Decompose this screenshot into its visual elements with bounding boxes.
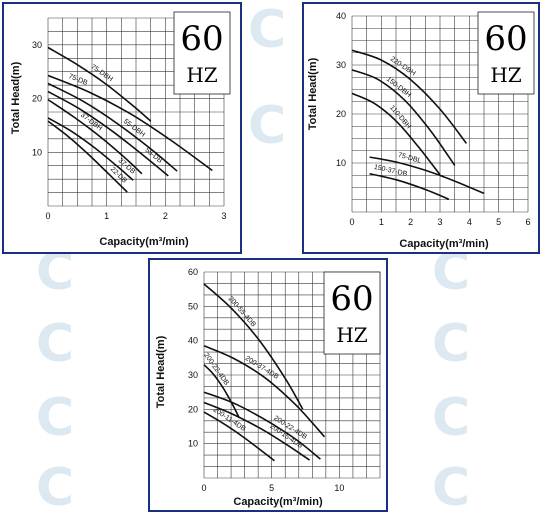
- x-ticks: 0 1 2 3: [45, 211, 226, 221]
- x-tick-label: 3: [437, 217, 442, 227]
- x-tick-label: 4: [467, 217, 472, 227]
- y-tick-label: 50: [188, 301, 198, 311]
- y-tick-label: 10: [188, 439, 198, 449]
- series-line: [47, 120, 128, 193]
- frequency-value: 60: [330, 279, 373, 319]
- y-ticks: 10 20 30: [32, 40, 42, 157]
- series-line: [351, 69, 456, 166]
- series-line: [47, 74, 213, 172]
- x-axis-label: Capacity(m³/min): [233, 496, 323, 508]
- x-tick-label: 0: [45, 211, 50, 221]
- y-tick-label: 20: [188, 404, 198, 414]
- watermark: С: [36, 242, 75, 302]
- frequency-box: [477, 11, 535, 95]
- watermark: С: [432, 314, 471, 374]
- chart-grid: [351, 15, 529, 213]
- y-tick-label: 30: [32, 40, 42, 50]
- y-tick-label: 30: [188, 370, 198, 380]
- y-tick-label: 40: [188, 336, 198, 346]
- series-line: [47, 117, 134, 181]
- frequency-value: 60: [180, 19, 223, 59]
- series-line: [369, 156, 485, 195]
- y-tick-label: 10: [32, 147, 42, 157]
- frequency-box: [323, 271, 381, 355]
- watermark: С: [36, 458, 75, 518]
- frequency-value: 60: [484, 19, 527, 59]
- series-line: [203, 401, 311, 461]
- y-tick-label: 10: [336, 158, 346, 168]
- series-line: [203, 364, 240, 419]
- x-tick-label: 2: [408, 217, 413, 227]
- frequency-unit: HZ: [336, 323, 367, 347]
- frequency-box: [173, 11, 231, 95]
- curves: [203, 283, 326, 462]
- series-line: [203, 411, 275, 462]
- curves: [351, 49, 485, 201]
- y-tick-label: 30: [336, 60, 346, 70]
- watermark: С: [432, 458, 471, 518]
- watermark: С: [36, 388, 75, 448]
- watermark: С: [248, 96, 287, 156]
- series-line: [47, 98, 143, 175]
- x-tick-label: 1: [104, 211, 109, 221]
- x-tick-label: 1: [379, 217, 384, 227]
- y-ticks: 10 20 30 40 50 60: [188, 267, 198, 449]
- series-line: [351, 49, 468, 144]
- series-line: [351, 92, 441, 176]
- series-line: [203, 391, 321, 460]
- y-axis-label: Total Head(m): [10, 61, 22, 134]
- y-axis-label: Total Head(m): [155, 335, 167, 408]
- x-axis-label: Capacity(m³/min): [399, 238, 489, 250]
- watermark: С: [432, 242, 471, 302]
- series-line: [369, 173, 450, 201]
- y-tick-label: 40: [336, 11, 346, 21]
- x-tick-label: 3: [221, 211, 226, 221]
- x-tick-label: 10: [334, 483, 344, 493]
- y-axis-label: Total Head(m): [307, 57, 319, 130]
- x-ticks: 0 1 2 3 4 5 6: [349, 217, 530, 227]
- series-line: [47, 46, 152, 122]
- series-line: [203, 283, 304, 410]
- x-tick-label: 2: [163, 211, 168, 221]
- x-tick-label: 0: [201, 483, 206, 493]
- watermark: С: [432, 388, 471, 448]
- y-tick-label: 20: [32, 94, 42, 104]
- x-tick-label: 0: [349, 217, 354, 227]
- x-ticks: 0 5 10: [201, 483, 344, 493]
- x-tick-label: 6: [525, 217, 530, 227]
- frequency-unit: HZ: [490, 63, 521, 87]
- series-line: [47, 82, 178, 172]
- series-line: [47, 90, 169, 177]
- x-axis-label: Capacity(m³/min): [99, 236, 189, 248]
- watermark: С: [36, 314, 75, 374]
- chart-grid: [47, 17, 225, 207]
- frequency-unit: HZ: [186, 63, 217, 87]
- y-ticks: 10 20 30 40: [336, 11, 346, 168]
- x-tick-label: 5: [269, 483, 274, 493]
- series-line: [203, 345, 326, 438]
- chart-panel-3: 200-55-4DB200-37-4DB200-22-4DB200-15-4DB…: [148, 258, 388, 512]
- watermark: С: [248, 0, 287, 60]
- x-tick-label: 5: [496, 217, 501, 227]
- y-tick-label: 60: [188, 267, 198, 277]
- y-tick-label: 20: [336, 109, 346, 119]
- curves: [47, 46, 213, 193]
